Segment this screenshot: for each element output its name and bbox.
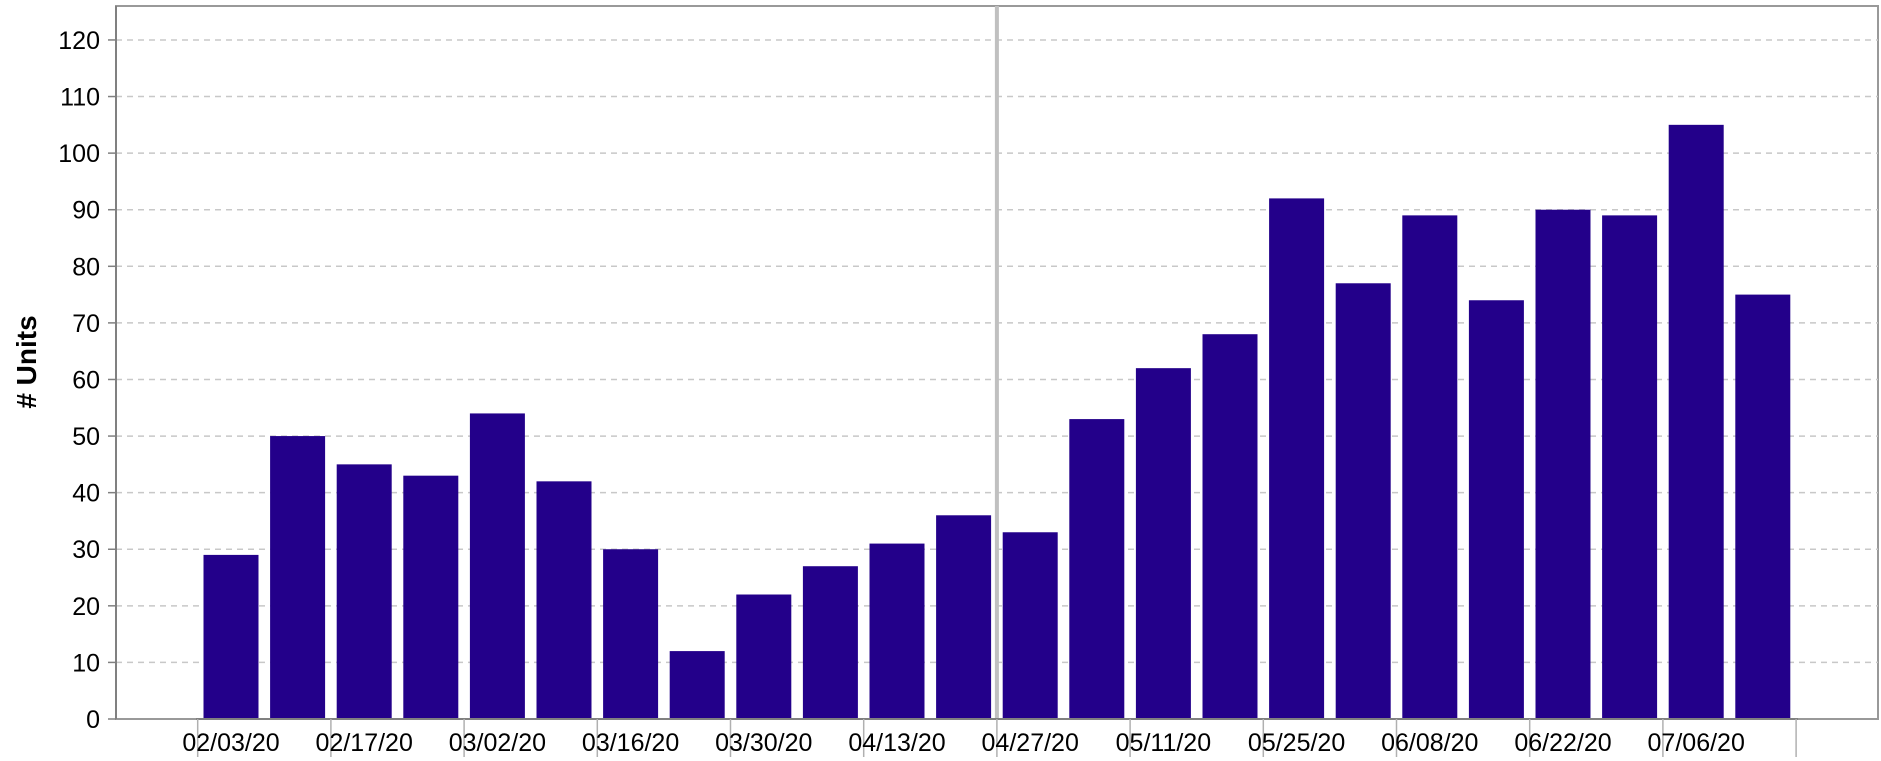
bar — [1269, 198, 1325, 719]
bar — [1402, 215, 1458, 719]
bar — [1335, 283, 1391, 719]
y-tick-label: 70 — [72, 310, 100, 338]
bar — [336, 464, 392, 719]
y-tick-label: 50 — [72, 423, 100, 451]
x-tick-label: 02/03/20 — [182, 729, 279, 757]
bar — [1069, 419, 1125, 719]
bar — [869, 543, 925, 719]
y-tick-label: 80 — [72, 253, 100, 281]
bar — [536, 481, 592, 719]
x-tick-label: 03/02/20 — [449, 729, 546, 757]
bars — [203, 124, 1791, 720]
bar — [270, 436, 326, 719]
bar — [1002, 532, 1058, 719]
bar — [669, 651, 725, 719]
bar — [1668, 124, 1724, 720]
bar — [1735, 294, 1791, 719]
x-tick-label: 04/13/20 — [848, 729, 945, 757]
y-tick-label: 10 — [72, 649, 100, 677]
y-tick-label: 40 — [72, 480, 100, 508]
y-tick-label: 20 — [72, 593, 100, 621]
x-tick-labels: 02/03/20 02/17/20 03/02/20 03/16/20 03/30/20… — [182, 729, 1745, 757]
bar — [603, 549, 659, 719]
bar — [403, 475, 459, 719]
bar — [736, 594, 792, 719]
bar — [1535, 209, 1591, 719]
bar — [469, 413, 525, 719]
x-tick-label: 06/22/20 — [1514, 729, 1611, 757]
x-tick-label: 06/08/20 — [1381, 729, 1478, 757]
bar — [936, 515, 992, 719]
y-tick-label: 110 — [60, 84, 100, 112]
x-tick-label: 07/06/20 — [1648, 729, 1745, 757]
y-tick-label: 30 — [72, 536, 100, 564]
y-axis-title: # Units — [11, 315, 42, 408]
x-tick-label: 02/17/20 — [316, 729, 413, 757]
bar — [1468, 300, 1524, 719]
y-tick-label: 90 — [72, 197, 100, 225]
x-tick-label: 04/27/20 — [982, 729, 1079, 757]
y-tick-label: 120 — [58, 27, 100, 55]
bar — [1602, 215, 1658, 719]
x-tick-label: 03/30/20 — [715, 729, 812, 757]
x-tick-label: 05/11/20 — [1116, 729, 1211, 757]
bar — [802, 566, 858, 719]
bar — [1135, 368, 1191, 719]
y-tick-labels: 0 10 20 30 40 50 60 70 80 90 100 110 120 — [58, 27, 100, 734]
bar — [1202, 334, 1258, 719]
bar — [203, 554, 259, 719]
x-tick-label: 05/25/20 — [1248, 729, 1345, 757]
y-tick-label: 0 — [86, 706, 100, 734]
y-tick-label: 100 — [58, 140, 100, 168]
axes — [108, 6, 1798, 757]
x-tick-label: 03/16/20 — [582, 729, 679, 757]
y-tick-label: 60 — [72, 366, 100, 394]
